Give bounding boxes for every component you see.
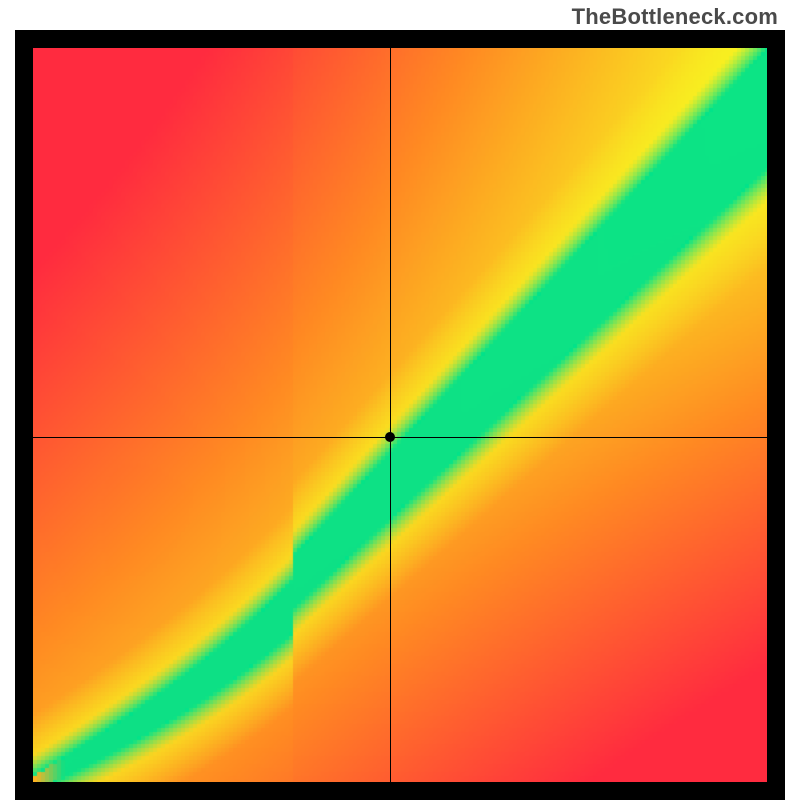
- frame-bottom: [15, 782, 785, 800]
- frame-left: [15, 30, 33, 800]
- chart-container: TheBottleneck.com: [0, 0, 800, 800]
- crosshair-horizontal: [33, 437, 767, 438]
- frame-top: [15, 30, 785, 48]
- watermark-text: TheBottleneck.com: [572, 4, 778, 30]
- marker-dot: [385, 432, 395, 442]
- heatmap-canvas: [33, 48, 767, 782]
- frame-right: [767, 30, 785, 800]
- heatmap-plot: [33, 48, 767, 782]
- crosshair-vertical: [390, 48, 391, 782]
